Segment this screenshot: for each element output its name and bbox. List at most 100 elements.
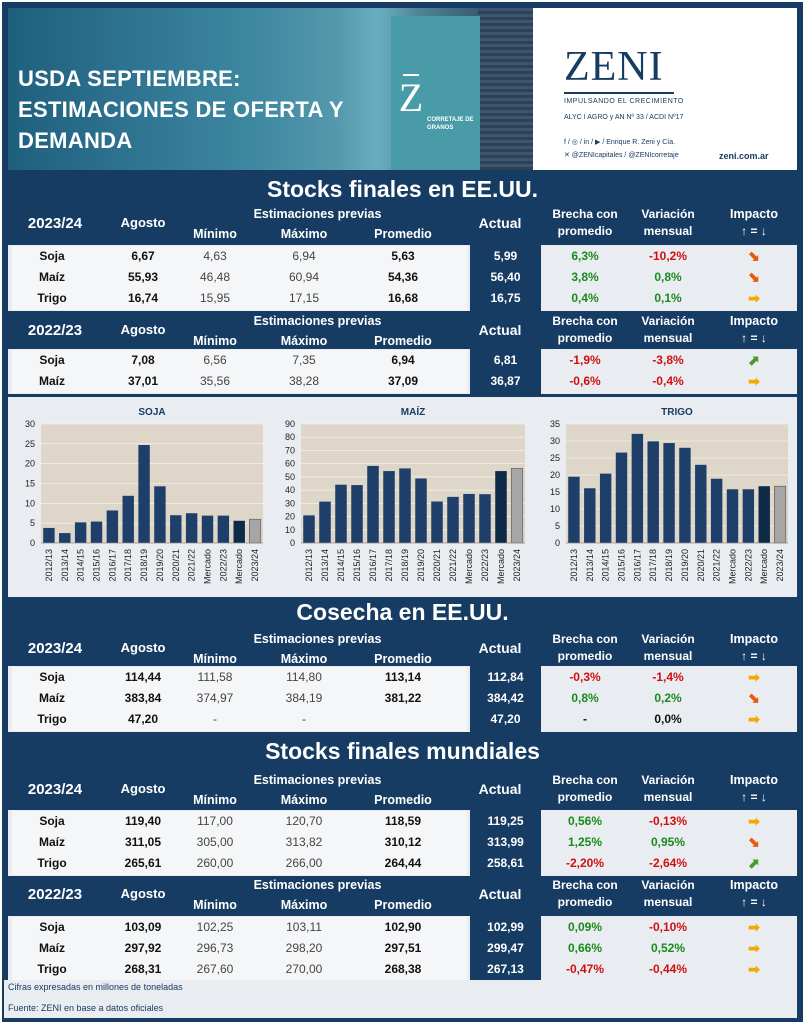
chart-bar — [599, 473, 612, 543]
chart-bar — [447, 496, 459, 543]
impacto-header-2: ↑ = ↓ — [741, 790, 767, 804]
brecha-value: 0,66% — [567, 941, 603, 955]
agosto-value: 7,08 — [131, 353, 155, 367]
y-tick-label: 80 — [285, 432, 295, 442]
charts-panel: SOJA 0 5 10 15 20 25 30 2012/13 2013/14 2014/15 201… — [8, 397, 797, 597]
impact-cell: ⬈ — [718, 856, 790, 872]
flat-arrow-icon: ➡ — [748, 961, 760, 977]
promedio-header: Promedio — [374, 898, 432, 912]
minimo-value: 305,00 — [196, 835, 234, 849]
up-arrow-icon: ⬈ — [748, 352, 760, 368]
y-tick-label: 25 — [25, 439, 35, 449]
chart-bar — [138, 445, 150, 543]
flat-arrow-icon: ➡ — [748, 813, 760, 829]
actual-value: 313,99 — [487, 835, 524, 849]
promedio-value: 37,09 — [387, 374, 419, 388]
chart-bar — [170, 515, 182, 543]
brand-tagline: IMPULSANDO EL CRECIMIENTO — [564, 98, 684, 105]
minimo-value: 260,00 — [196, 856, 234, 870]
variacion-value: 0,1% — [654, 291, 682, 305]
plot-area — [566, 424, 788, 543]
agosto-value: 119,40 — [124, 814, 162, 828]
promedio-value: 264,44 — [384, 856, 422, 870]
table-header: 2023/24 Agosto Estimaciones previas Mínimo M… — [0, 205, 805, 245]
y-tick-label: 70 — [285, 445, 295, 455]
x-tick-label: 2018/19 — [139, 549, 149, 582]
x-tick-label: 2013/14 — [320, 549, 330, 582]
table-row: Maíz 297,92 296,73 298,20 297,51 299,47 0,66% 0… — [8, 938, 797, 959]
brokerage-logo: Z CORRETAJE DE GRANOS — [391, 16, 480, 170]
row-label: Soja — [39, 920, 65, 934]
x-tick-label: 2023/24 — [250, 549, 260, 582]
chart-title: MAÍZ — [401, 405, 425, 418]
down-arrow-icon: ⬊ — [748, 690, 760, 706]
maximo-header: Máximo — [280, 898, 328, 912]
maximo-value: 270,00 — [285, 962, 323, 976]
x-tick-label: 2023/24 — [512, 549, 522, 582]
row-label: Maíz — [38, 835, 65, 849]
row-label: Maíz — [38, 270, 65, 284]
report-title: USDA SEPTIEMBRE: ESTIMACIONES DE OFERTA … — [18, 63, 344, 156]
x-tick-label: 2014/15 — [601, 549, 611, 582]
hero-banner: USDA SEPTIEMBRE: ESTIMACIONES DE OFERTA … — [8, 8, 533, 170]
chart-bar — [615, 452, 628, 543]
variacion-value: 0,2% — [654, 691, 682, 705]
maximo-header: Máximo — [280, 652, 328, 666]
actual-value: 47,20 — [490, 712, 521, 726]
y-tick-label: 20 — [25, 459, 35, 469]
variacion-value: -0,13% — [648, 814, 688, 828]
promedio-header: Promedio — [374, 652, 432, 666]
brecha-header-2: promedio — [557, 649, 613, 663]
chart-bar — [510, 468, 524, 544]
chart-bar — [106, 510, 119, 543]
minimo-value: 102,25 — [196, 920, 234, 934]
brecha-header-2: promedio — [557, 790, 613, 804]
table-header: 2022/23 Agosto Estimaciones previas Mínimo M… — [0, 876, 805, 916]
chart-bar — [463, 493, 475, 543]
brecha-header-2: promedio — [557, 895, 613, 909]
x-tick-label: 2012/13 — [304, 549, 314, 582]
variacion-header-2: mensual — [643, 790, 693, 804]
minimo-header: Mínimo — [193, 898, 237, 912]
chart-bar — [568, 476, 580, 543]
season: 2022/23 — [27, 886, 83, 903]
chart-bar — [335, 484, 347, 543]
actual-header: Actual — [478, 886, 522, 902]
brecha-value: 0,56% — [567, 814, 603, 828]
impact-cell: ⬊ — [718, 835, 790, 851]
chart-bar — [758, 486, 770, 543]
variacion-header-2: mensual — [643, 895, 693, 909]
table-body: Soja 119,40 117,00 120,70 118,59 119,25 0,56% -… — [8, 810, 797, 876]
season: 2023/24 — [27, 215, 83, 232]
report-title-line: USDA SEPTIEMBRE: — [18, 66, 241, 91]
promedio-value: 102,90 — [384, 920, 422, 934]
minimo-header: Mínimo — [193, 652, 237, 666]
variacion-header-2: mensual — [643, 224, 693, 238]
chart-bar — [495, 471, 507, 543]
chart-title: TRIGO — [661, 407, 693, 418]
minimo-value: 111,58 — [197, 670, 233, 684]
website-link[interactable]: zeni.com.ar — [719, 151, 769, 161]
minimo-value: 296,73 — [196, 941, 234, 955]
down-arrow-icon: ⬊ — [748, 269, 760, 285]
y-tick-label: 5 — [555, 521, 560, 531]
maximo-value: 103,11 — [286, 920, 322, 934]
variacion-header: Variación — [641, 773, 695, 787]
impact-cell: ➡ — [718, 374, 790, 390]
actual-value: 258,61 — [487, 856, 524, 870]
variacion-header: Variación — [641, 207, 695, 221]
variacion-value: -3,8% — [652, 353, 684, 367]
actual-header: Actual — [478, 215, 522, 231]
minimo-value: 374,97 — [196, 691, 234, 705]
impact-cell: ➡ — [718, 814, 790, 830]
row-label: Trigo — [37, 291, 67, 305]
table-row: Soja 7,08 6,56 7,35 6,94 6,81 -1,9% -3,8% ⬈ — [8, 350, 797, 371]
table-header: 2023/24 Agosto Estimaciones previas Mínimo M… — [0, 630, 805, 666]
maximo-value: 7,35 — [292, 353, 316, 367]
x-tick-label: 2014/15 — [76, 549, 86, 582]
chart-bar — [479, 494, 491, 543]
chart-bar — [74, 522, 87, 543]
section-title: Stocks finales en EE.UU. — [267, 176, 538, 202]
row-label: Soja — [39, 814, 65, 828]
x-tick-label: 2014/15 — [336, 549, 346, 582]
